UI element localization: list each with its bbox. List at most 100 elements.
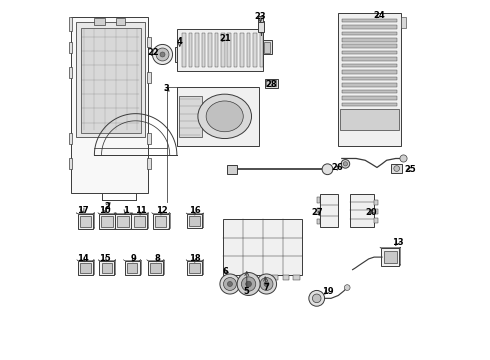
Bar bbox=[342, 25, 397, 29]
Bar bbox=[131, 214, 147, 229]
Bar bbox=[240, 33, 244, 67]
Bar bbox=[148, 261, 163, 275]
Bar bbox=[253, 33, 257, 67]
Bar bbox=[155, 216, 167, 226]
Text: 24: 24 bbox=[373, 10, 385, 19]
Bar bbox=[95, 18, 105, 25]
Text: 21: 21 bbox=[220, 34, 231, 43]
Circle shape bbox=[394, 166, 399, 171]
Bar bbox=[392, 164, 402, 173]
Text: 25: 25 bbox=[405, 165, 416, 174]
Text: 14: 14 bbox=[77, 255, 89, 264]
Bar bbox=[99, 214, 115, 229]
Bar bbox=[80, 216, 91, 226]
Circle shape bbox=[152, 44, 172, 64]
Bar bbox=[266, 80, 276, 86]
Bar bbox=[342, 96, 397, 100]
Bar bbox=[101, 263, 112, 273]
Text: 12: 12 bbox=[156, 206, 168, 215]
Circle shape bbox=[223, 278, 236, 291]
Text: 18: 18 bbox=[189, 255, 200, 264]
Bar bbox=[342, 38, 397, 41]
Circle shape bbox=[245, 281, 251, 287]
Circle shape bbox=[343, 162, 347, 166]
Bar bbox=[81, 28, 141, 134]
Bar bbox=[175, 47, 189, 62]
Bar bbox=[177, 87, 259, 146]
Bar bbox=[317, 219, 320, 224]
Circle shape bbox=[400, 155, 407, 162]
Bar bbox=[115, 214, 131, 229]
Ellipse shape bbox=[198, 94, 251, 139]
Text: 10: 10 bbox=[99, 206, 111, 215]
Bar bbox=[187, 261, 202, 275]
Bar bbox=[342, 64, 397, 67]
Bar bbox=[350, 194, 374, 226]
Bar bbox=[342, 44, 397, 48]
Bar bbox=[229, 275, 235, 280]
Bar bbox=[147, 72, 151, 83]
Text: 9: 9 bbox=[131, 255, 137, 264]
Bar bbox=[342, 57, 397, 61]
Bar bbox=[222, 37, 230, 51]
Bar bbox=[317, 197, 320, 203]
Bar bbox=[263, 40, 272, 54]
Bar bbox=[401, 17, 406, 28]
Bar bbox=[201, 33, 205, 67]
Bar bbox=[340, 109, 399, 130]
Circle shape bbox=[260, 278, 273, 291]
Bar bbox=[227, 165, 237, 174]
Text: 5: 5 bbox=[244, 287, 250, 296]
Text: 2: 2 bbox=[104, 202, 110, 211]
Bar bbox=[342, 77, 397, 80]
Text: 19: 19 bbox=[321, 287, 333, 296]
Bar bbox=[69, 67, 72, 78]
Bar bbox=[179, 96, 202, 137]
Bar bbox=[80, 263, 91, 273]
Bar bbox=[190, 263, 200, 273]
Text: 27: 27 bbox=[311, 208, 322, 217]
Bar bbox=[247, 33, 250, 67]
Bar bbox=[147, 37, 151, 47]
Bar bbox=[118, 216, 129, 226]
Bar bbox=[374, 209, 378, 214]
Bar bbox=[99, 261, 115, 275]
Bar bbox=[227, 33, 231, 67]
Bar bbox=[342, 70, 397, 74]
Bar bbox=[265, 79, 278, 88]
Bar bbox=[381, 248, 399, 266]
Bar bbox=[283, 275, 289, 280]
Bar bbox=[78, 261, 93, 275]
Bar bbox=[187, 214, 202, 228]
Bar bbox=[342, 90, 397, 93]
Text: 28: 28 bbox=[265, 81, 277, 90]
Bar bbox=[265, 41, 270, 53]
Bar bbox=[294, 275, 300, 280]
Circle shape bbox=[227, 282, 232, 287]
Bar bbox=[258, 16, 263, 22]
Bar bbox=[234, 33, 238, 67]
Text: 16: 16 bbox=[189, 206, 201, 215]
Text: 3: 3 bbox=[164, 84, 170, 93]
Bar bbox=[223, 220, 302, 275]
Circle shape bbox=[156, 48, 169, 61]
Ellipse shape bbox=[206, 101, 243, 132]
Text: 23: 23 bbox=[255, 12, 266, 21]
Bar bbox=[101, 216, 113, 226]
Bar bbox=[342, 32, 397, 35]
Bar bbox=[71, 17, 148, 193]
Bar bbox=[208, 33, 212, 67]
Bar bbox=[338, 13, 401, 146]
Bar bbox=[189, 33, 192, 67]
Bar bbox=[374, 218, 378, 223]
Circle shape bbox=[160, 52, 165, 57]
Text: 11: 11 bbox=[135, 206, 147, 215]
Circle shape bbox=[237, 273, 260, 296]
Bar bbox=[147, 134, 151, 144]
Bar bbox=[153, 214, 169, 229]
Circle shape bbox=[341, 159, 350, 168]
Circle shape bbox=[242, 277, 256, 291]
Bar bbox=[182, 33, 186, 67]
Circle shape bbox=[322, 164, 333, 175]
Circle shape bbox=[197, 32, 221, 55]
